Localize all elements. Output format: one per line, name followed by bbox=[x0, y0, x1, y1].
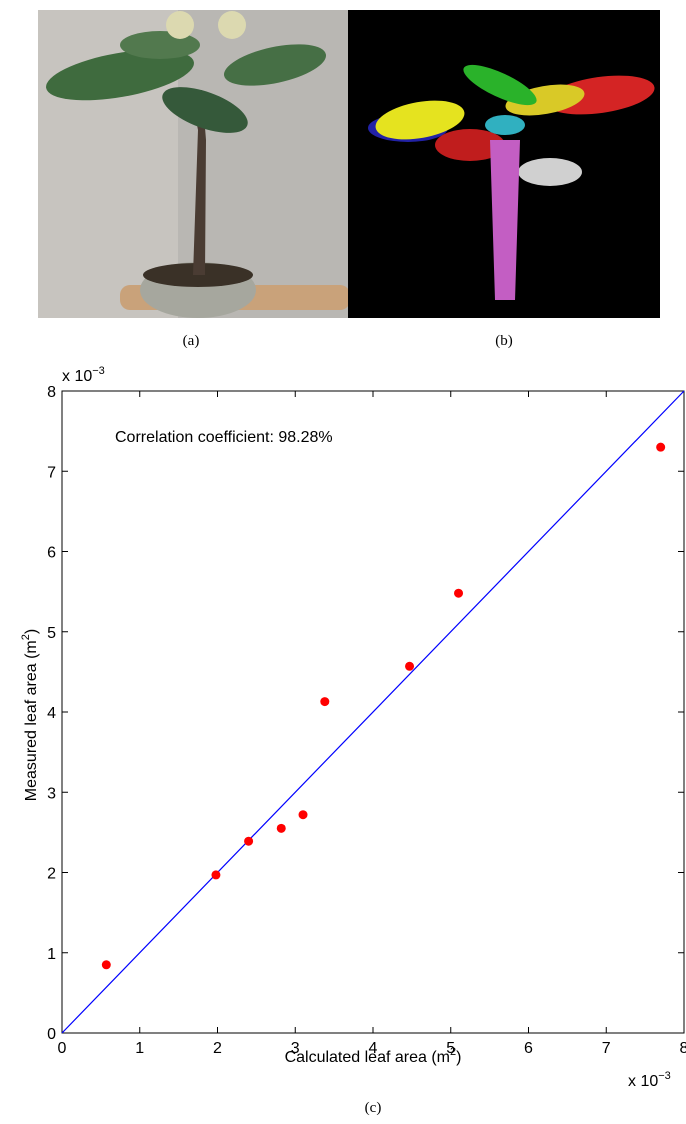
y-tick-label: 5 bbox=[47, 625, 56, 642]
reference-line bbox=[61, 390, 685, 1034]
label-end: ) bbox=[23, 629, 40, 634]
y-tick-label: 7 bbox=[47, 464, 56, 481]
label-text: Calculated leaf area (m bbox=[285, 1049, 450, 1066]
x-tick-label: 4 bbox=[369, 1040, 378, 1057]
x-tick-label: 1 bbox=[135, 1040, 144, 1057]
scale-text: x 10 bbox=[628, 1073, 658, 1090]
x-tick-label: 3 bbox=[291, 1040, 300, 1057]
y-tick-label: 0 bbox=[47, 1026, 56, 1043]
scale-label: x 10−3 bbox=[628, 1070, 671, 1090]
scale-label: x 10−3 bbox=[62, 365, 105, 385]
point bbox=[244, 836, 254, 846]
y-tick-label: 6 bbox=[47, 545, 56, 562]
point bbox=[276, 823, 286, 833]
y-axis-label: Measured leaf area (m2) bbox=[20, 629, 40, 801]
label-text: Measured leaf area (m bbox=[23, 640, 40, 801]
label-end: ) bbox=[456, 1049, 461, 1066]
y-tick-label: 8 bbox=[47, 384, 56, 401]
scale-exponent: −3 bbox=[92, 365, 105, 377]
x-tick-label: 5 bbox=[446, 1040, 455, 1057]
label-sup: 2 bbox=[20, 634, 32, 640]
point bbox=[405, 661, 415, 671]
point bbox=[298, 810, 308, 820]
y-tick-label: 1 bbox=[47, 946, 56, 963]
x-tick-label: 8 bbox=[680, 1040, 686, 1057]
y-tick-label: 3 bbox=[47, 785, 56, 802]
scale-exponent: −3 bbox=[658, 1070, 671, 1082]
caption: (b) bbox=[495, 333, 513, 349]
point bbox=[101, 960, 111, 970]
point bbox=[454, 588, 464, 598]
point bbox=[211, 870, 221, 880]
point bbox=[656, 442, 666, 452]
x-tick-label: 6 bbox=[524, 1040, 533, 1057]
photo-b bbox=[348, 10, 660, 318]
x-tick-label: 2 bbox=[213, 1040, 222, 1057]
scale-text: x 10 bbox=[62, 368, 92, 385]
y-tick-label: 2 bbox=[47, 866, 56, 883]
point bbox=[320, 697, 330, 707]
photo-a bbox=[38, 10, 350, 318]
label-sup: 2 bbox=[450, 1046, 456, 1058]
x-axis-label: Calculated leaf area (m2) bbox=[285, 1046, 462, 1066]
x-tick-label: 7 bbox=[602, 1040, 611, 1057]
caption: (c) bbox=[365, 1100, 382, 1116]
annotation: Correlation coefficient: 98.28% bbox=[115, 429, 333, 446]
y-tick-label: 4 bbox=[47, 705, 56, 722]
x-tick-label: 0 bbox=[58, 1040, 67, 1057]
caption: (a) bbox=[183, 333, 200, 349]
